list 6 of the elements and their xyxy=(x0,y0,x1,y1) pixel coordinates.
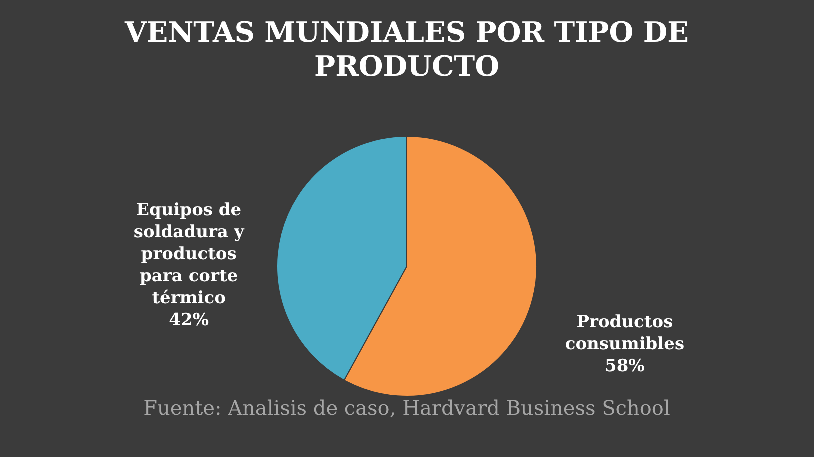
source-note: Fuente: Analisis de caso, Hardvard Business School xyxy=(144,396,670,420)
slice-label: Productos consumibles xyxy=(565,312,685,354)
slice-label: Equipos de soldadura y productos para corte térmico xyxy=(134,200,246,309)
data-label: 42% xyxy=(169,310,209,331)
chart-title: VENTAS MUNDIALES POR TIPO DE PRODUCTO xyxy=(124,16,689,83)
data-label: 58% xyxy=(605,356,645,376)
